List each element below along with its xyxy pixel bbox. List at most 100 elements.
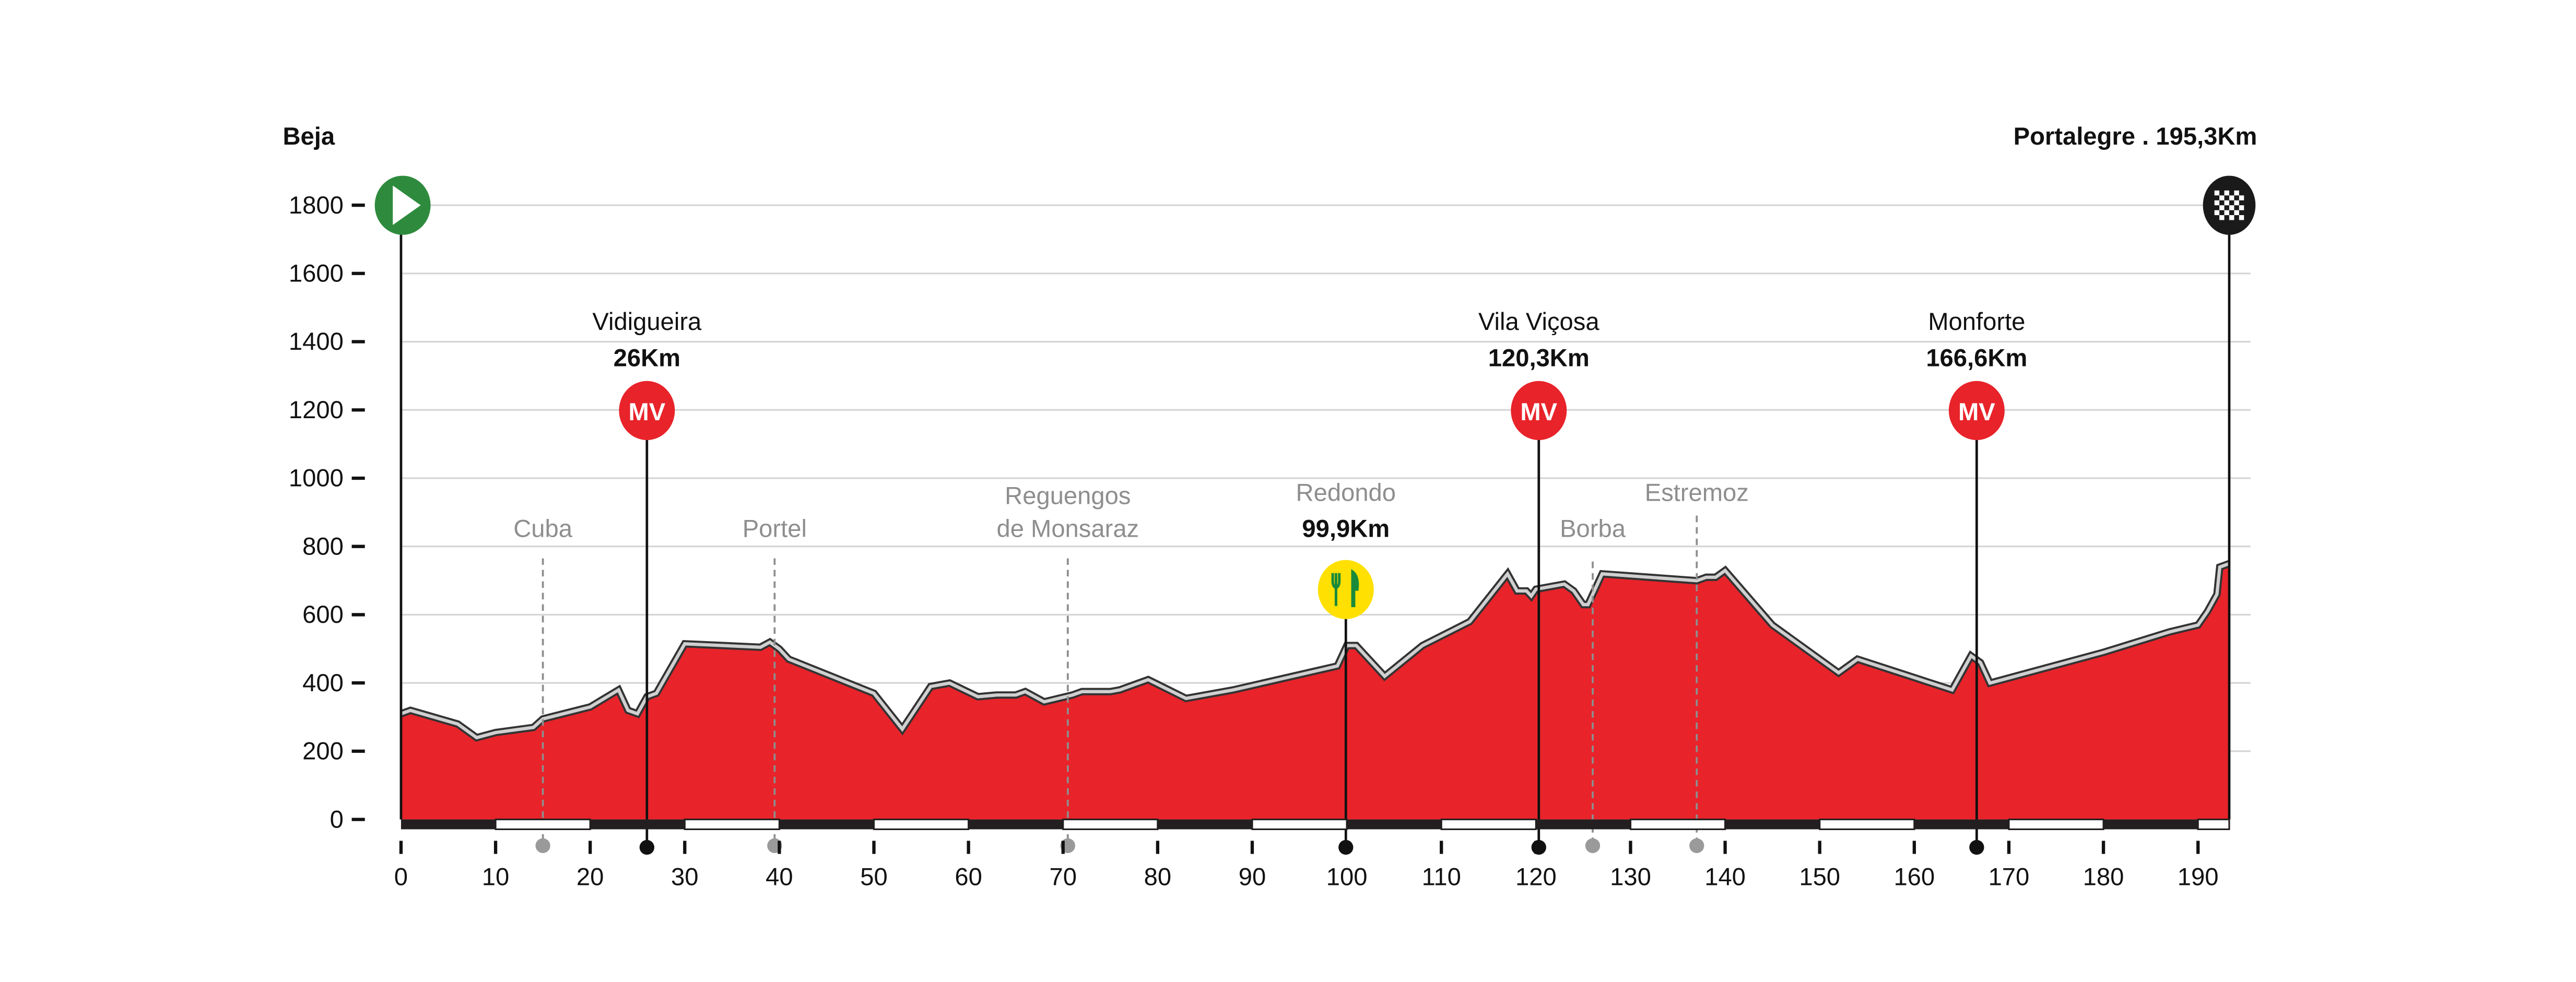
feed-zone-icon	[1318, 560, 1374, 619]
distance-bar-segment	[1914, 819, 2009, 830]
mountain-sprint-badge-label: MV	[1958, 398, 1995, 425]
checkered-flag-square	[2234, 190, 2239, 196]
distance-bar-segment	[1251, 819, 1348, 831]
distance-bar-segment	[1062, 819, 1159, 831]
distance-bar-segment	[590, 819, 685, 830]
sprint-name: Vila Viçosa	[1478, 307, 1599, 335]
checkered-flag-square	[2229, 215, 2234, 220]
distance-bar-segment	[1629, 819, 1726, 831]
x-tick-label: 0	[394, 862, 408, 890]
x-tick-label: 140	[1704, 862, 1746, 890]
distance-bar-segment	[2103, 819, 2198, 830]
distance-bar-segment	[1725, 819, 1820, 830]
sprint-name: Vidigueira	[592, 307, 702, 335]
town-label: Portel	[743, 515, 807, 542]
feed-zone-km: 99,9Km	[1302, 515, 1390, 542]
checkered-flag-square	[2214, 210, 2220, 216]
x-tick-label: 150	[1799, 862, 1840, 890]
x-tick-label: 30	[671, 862, 698, 890]
x-tick-label: 70	[1050, 862, 1077, 890]
town-label: Borba	[1560, 515, 1626, 542]
x-tick-label: 120	[1515, 862, 1557, 890]
distance-bar-segment	[968, 819, 1063, 830]
checkered-flag-square	[2224, 210, 2229, 216]
y-tick-label: 1200	[289, 396, 344, 423]
elevation-outline-highlight	[400, 562, 2230, 740]
x-tick-label: 110	[1422, 862, 1461, 890]
checkered-flag-square	[2214, 190, 2220, 196]
distance-bar-segment	[684, 819, 780, 831]
checkered-flag-square	[2214, 200, 2220, 206]
town-label: Reguengos	[1005, 482, 1131, 510]
town-dot	[1585, 838, 1601, 854]
x-tick-label: 170	[1989, 862, 2030, 890]
x-tick-label: 40	[766, 862, 793, 890]
distance-bar-segment	[1157, 819, 1252, 830]
checkered-flag-square	[2239, 195, 2244, 200]
y-tick-label: 400	[302, 669, 344, 696]
profile-area	[399, 560, 2231, 820]
checkered-flag-square	[2224, 190, 2229, 196]
checkered-flag-square	[2239, 205, 2244, 210]
distance-bar-segment	[495, 819, 591, 831]
x-tick-label: 80	[1144, 862, 1171, 890]
x-tick-label: 50	[860, 862, 887, 890]
distance-bar-segment	[401, 819, 496, 830]
y-tick-label: 1600	[289, 259, 344, 287]
sprint-km: 166,6Km	[1926, 344, 2027, 371]
y-tick-label: 0	[330, 805, 344, 833]
distance-bar-segment	[1347, 819, 1442, 830]
feed-zone-name: Redondo	[1296, 478, 1396, 506]
town-label: de Monsaraz	[996, 515, 1139, 542]
distance-bar-segment	[1440, 819, 1537, 831]
distance-bar-segment	[779, 819, 874, 830]
x-tick-label: 90	[1239, 862, 1266, 890]
town-label: Estremoz	[1645, 478, 1749, 506]
y-tick-label: 1400	[289, 327, 344, 355]
axes: 0 200 400 600 800 1000 1200 1400 1600 1800 0 10 20 30…	[289, 191, 2230, 890]
x-tick-label: 180	[2083, 862, 2124, 890]
checkered-flag-square	[2224, 200, 2229, 206]
y-tick-label: 1000	[289, 464, 344, 492]
play-icon	[393, 185, 421, 225]
mountain-sprint-badge	[1948, 381, 2005, 440]
mountain-sprint-badge	[1511, 381, 1567, 440]
x-tick-label: 60	[955, 862, 982, 890]
distance-bar-segment	[2197, 819, 2230, 831]
x-tick-label: 160	[1893, 862, 1935, 890]
town-dot	[1689, 838, 1704, 854]
elevation-area	[401, 566, 2229, 820]
checkered-flag-square	[2234, 200, 2239, 206]
sprint-dot	[1531, 839, 1546, 855]
x-tick-label: 100	[1326, 862, 1368, 890]
y-tick-label: 600	[302, 600, 344, 628]
x-tick-label: 20	[577, 862, 604, 890]
distance-bar-segment	[873, 819, 970, 831]
checkered-flag-square	[2219, 205, 2225, 210]
checkered-flag-square	[2219, 195, 2225, 200]
knife-icon	[1351, 569, 1359, 608]
x-tick-label: 190	[2178, 862, 2219, 890]
markers: Cuba Portel Reguengos de Monsaraz Borba Estre…	[374, 175, 2256, 855]
sprint-name: Monforte	[1928, 307, 2025, 335]
sprint-dot	[1969, 839, 1984, 855]
sprint-km: 120,3Km	[1488, 344, 1590, 371]
fork-icon	[1331, 573, 1341, 606]
start-label: Beja	[283, 122, 335, 150]
checkered-flag-square	[2239, 215, 2244, 220]
distance-bar-segment	[2008, 819, 2104, 831]
town-label: Cuba	[513, 515, 573, 542]
y-tick-label: 200	[302, 737, 344, 765]
checkered-flag-square	[2229, 205, 2234, 210]
checkered-flag-square	[2219, 215, 2225, 220]
x-tick-label: 10	[482, 862, 509, 890]
mountain-sprint-badge-label: MV	[1520, 398, 1557, 425]
y-tick-label: 1800	[289, 191, 344, 219]
sprint-dot	[639, 839, 654, 855]
mountain-sprint-badge-label: MV	[628, 398, 665, 425]
checkered-flag-square	[2234, 210, 2239, 216]
distance-bar-segment	[1819, 819, 1915, 831]
checkered-flag-square	[2229, 195, 2234, 200]
mountain-sprint-badge	[619, 381, 675, 440]
town-dot	[535, 838, 550, 854]
